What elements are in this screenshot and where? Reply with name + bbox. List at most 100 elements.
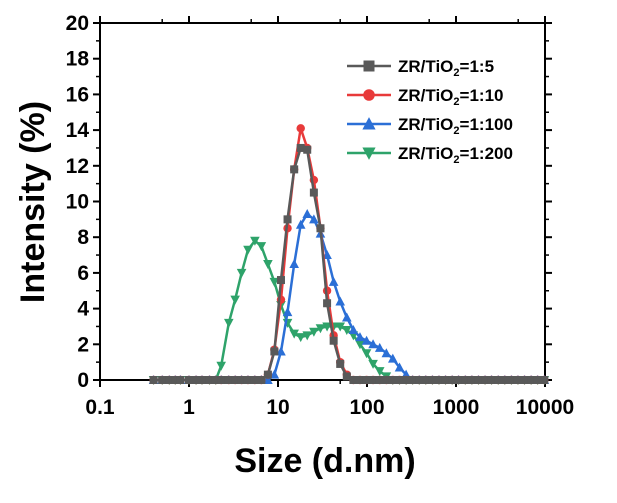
data-point [474, 376, 483, 384]
data-point [309, 327, 319, 337]
data-point [513, 376, 522, 384]
data-point [269, 277, 280, 287]
data-point [176, 376, 185, 384]
legend-entry-3: ZR/TiO2=1:100 [347, 115, 513, 137]
data-point [295, 219, 306, 229]
legend-label-main: ZR/TiO [398, 86, 453, 105]
data-point [415, 376, 424, 384]
data-point [309, 188, 318, 197]
data-point [289, 329, 299, 339]
data-point [328, 276, 339, 286]
y-tick-label: 20 [66, 12, 89, 35]
data-point [263, 375, 273, 384]
data-point [171, 376, 180, 384]
data-point [348, 325, 359, 335]
data-point [487, 376, 496, 384]
data-point [256, 242, 267, 252]
data-point [257, 376, 266, 384]
data-point [355, 340, 365, 350]
data-point [454, 376, 463, 384]
legend-label-tail: =1:100 [460, 115, 513, 134]
x-tick-label: 10 [266, 396, 289, 419]
data-point [230, 295, 240, 305]
data-point [368, 359, 378, 369]
x-tick-label: 1 [183, 396, 195, 419]
legend-label-subscript: 2 [453, 154, 459, 166]
data-point [374, 367, 385, 377]
x-axis-title: Size (d.nm) [234, 442, 415, 480]
y-tick-label: 2 [77, 333, 89, 356]
y-tick-label: 0 [77, 369, 89, 392]
legend-marker [362, 117, 376, 130]
legend: ZR/TiO2=1:5ZR/TiO2=1:10ZR/TiO2=1:100ZR/T… [347, 57, 513, 166]
legend-label: ZR/TiO2=1:100 [398, 115, 513, 137]
axes: 0 2 4 6 8 10 12 14 16 18 20 0.1 1 10 100 1000 10000 [66, 12, 575, 419]
data-point [217, 376, 226, 384]
data-point [335, 322, 346, 332]
data-point [381, 348, 392, 358]
data-point [368, 339, 378, 349]
data-point [500, 376, 509, 384]
data-point [374, 342, 385, 352]
legend-label-main: ZR/TiO [398, 144, 453, 163]
data-point [283, 215, 292, 224]
data-point [342, 372, 351, 381]
data-point [322, 322, 332, 332]
data-point [276, 346, 286, 356]
data-point [198, 376, 207, 384]
data-point [388, 376, 397, 384]
y-tick-label: 14 [66, 119, 90, 142]
legend-label: ZR/TiO2=1:200 [398, 144, 513, 166]
data-point [361, 335, 372, 345]
series-3 [148, 208, 550, 384]
data-point [165, 376, 174, 384]
legend-label-tail: =1:5 [460, 57, 495, 76]
data-point [243, 245, 253, 255]
legend-label-main: ZR/TiO [398, 115, 453, 134]
data-point [243, 376, 252, 384]
data-point [290, 165, 299, 174]
data-point [263, 370, 272, 379]
y-tick-label: 12 [66, 155, 89, 178]
data-point [428, 376, 437, 384]
data-point [205, 376, 214, 384]
data-point [448, 376, 457, 384]
data-point [224, 376, 233, 384]
legend-label-main: ZR/TiO [398, 57, 453, 76]
data-point [296, 143, 305, 152]
data-point [349, 376, 358, 384]
legend-marker [363, 89, 375, 101]
series-line [153, 146, 545, 382]
data-point [236, 268, 247, 278]
series-1 [149, 143, 549, 384]
legend-entry-1: ZR/TiO2=1:5 [347, 57, 494, 79]
data-point [335, 296, 346, 306]
legend-label-tail: =1:10 [460, 86, 504, 105]
data-point [250, 236, 260, 246]
data-point [375, 376, 384, 384]
series-4 [148, 236, 550, 385]
data-point [269, 369, 280, 379]
data-point [520, 376, 529, 384]
data-point [434, 376, 443, 384]
data-point [461, 376, 470, 384]
legend-entry-4: ZR/TiO2=1:200 [347, 144, 513, 166]
data-point [394, 362, 405, 372]
data-point [211, 376, 220, 384]
data-point [289, 258, 299, 268]
y-axis-title: Intensity (%) [14, 101, 52, 303]
x-tick-label: 1000 [433, 396, 480, 419]
data-point [395, 376, 404, 384]
legend-label: ZR/TiO2=1:10 [398, 86, 504, 108]
data-point [185, 376, 193, 384]
data-point [231, 376, 240, 384]
data-point [362, 376, 371, 384]
data-point [408, 376, 417, 384]
data-point [540, 376, 549, 384]
data-point [250, 376, 259, 384]
data-point [309, 214, 319, 224]
legend-marker [363, 60, 375, 72]
x-tick-label: 100 [349, 396, 384, 419]
series-2 [149, 124, 549, 385]
